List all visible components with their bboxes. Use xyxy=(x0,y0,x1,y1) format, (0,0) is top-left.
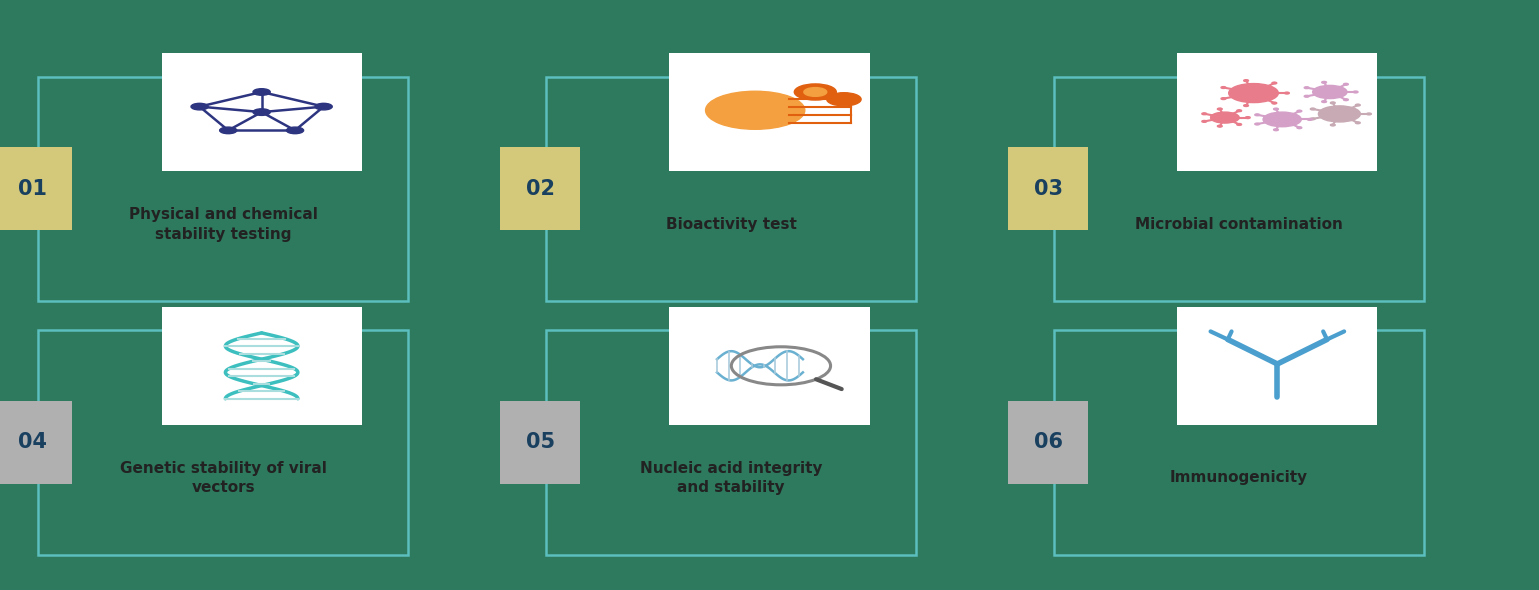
FancyBboxPatch shape xyxy=(162,53,362,171)
Circle shape xyxy=(1271,102,1277,104)
FancyBboxPatch shape xyxy=(669,53,870,171)
Text: 03: 03 xyxy=(1034,179,1062,199)
Circle shape xyxy=(1330,124,1336,126)
Circle shape xyxy=(1322,101,1327,103)
FancyBboxPatch shape xyxy=(1177,53,1377,171)
Circle shape xyxy=(1244,80,1248,81)
Circle shape xyxy=(1217,125,1222,127)
Circle shape xyxy=(1220,87,1225,88)
Circle shape xyxy=(315,103,332,110)
Circle shape xyxy=(1310,118,1316,120)
Text: 05: 05 xyxy=(526,432,554,453)
Circle shape xyxy=(1308,119,1313,120)
FancyBboxPatch shape xyxy=(669,307,870,425)
Circle shape xyxy=(1344,83,1348,85)
FancyBboxPatch shape xyxy=(0,401,72,484)
Circle shape xyxy=(1274,108,1279,110)
Circle shape xyxy=(1271,82,1277,84)
Circle shape xyxy=(1264,112,1302,127)
FancyBboxPatch shape xyxy=(1008,148,1088,230)
Circle shape xyxy=(1254,114,1259,116)
Text: 04: 04 xyxy=(18,432,46,453)
Circle shape xyxy=(1237,123,1242,125)
Text: Genetic stability of viral
vectors: Genetic stability of viral vectors xyxy=(120,461,326,495)
Circle shape xyxy=(1202,113,1207,114)
Circle shape xyxy=(1285,92,1290,94)
Circle shape xyxy=(1217,108,1222,110)
Circle shape xyxy=(1304,96,1310,97)
Circle shape xyxy=(1297,110,1302,112)
Circle shape xyxy=(1322,81,1327,83)
Circle shape xyxy=(826,93,862,106)
Circle shape xyxy=(1356,122,1360,124)
FancyBboxPatch shape xyxy=(500,148,580,230)
Circle shape xyxy=(1297,127,1302,129)
Text: 01: 01 xyxy=(18,179,46,199)
Text: 02: 02 xyxy=(526,179,554,199)
Circle shape xyxy=(1367,113,1371,115)
FancyBboxPatch shape xyxy=(0,148,72,230)
Circle shape xyxy=(220,127,237,134)
Circle shape xyxy=(286,127,303,134)
Text: Physical and chemical
stability testing: Physical and chemical stability testing xyxy=(129,207,317,241)
FancyBboxPatch shape xyxy=(162,307,362,425)
FancyBboxPatch shape xyxy=(1177,307,1377,425)
Circle shape xyxy=(1274,129,1279,130)
Text: 06: 06 xyxy=(1034,432,1062,453)
FancyBboxPatch shape xyxy=(1008,401,1088,484)
Circle shape xyxy=(1245,117,1250,119)
Circle shape xyxy=(1344,99,1348,101)
Circle shape xyxy=(1220,98,1225,100)
Circle shape xyxy=(1330,102,1336,104)
Circle shape xyxy=(1254,123,1259,125)
Circle shape xyxy=(705,91,805,129)
Circle shape xyxy=(794,84,836,100)
Circle shape xyxy=(1228,84,1279,103)
Text: Microbial contamination: Microbial contamination xyxy=(1134,217,1344,232)
FancyBboxPatch shape xyxy=(500,401,580,484)
Circle shape xyxy=(1356,104,1360,106)
Circle shape xyxy=(1304,87,1310,88)
Text: Immunogenicity: Immunogenicity xyxy=(1170,470,1308,486)
Circle shape xyxy=(1211,112,1239,123)
Text: Nucleic acid integrity
and stability: Nucleic acid integrity and stability xyxy=(640,461,822,495)
Circle shape xyxy=(252,88,271,95)
Circle shape xyxy=(1202,120,1207,122)
Circle shape xyxy=(191,103,208,110)
Circle shape xyxy=(1310,108,1316,110)
Text: Bioactivity test: Bioactivity test xyxy=(665,217,797,232)
Circle shape xyxy=(1313,86,1347,99)
Circle shape xyxy=(1244,104,1248,106)
Circle shape xyxy=(1319,106,1360,122)
Circle shape xyxy=(1353,91,1357,93)
Circle shape xyxy=(803,87,826,96)
Circle shape xyxy=(252,109,271,116)
Circle shape xyxy=(1237,110,1242,112)
